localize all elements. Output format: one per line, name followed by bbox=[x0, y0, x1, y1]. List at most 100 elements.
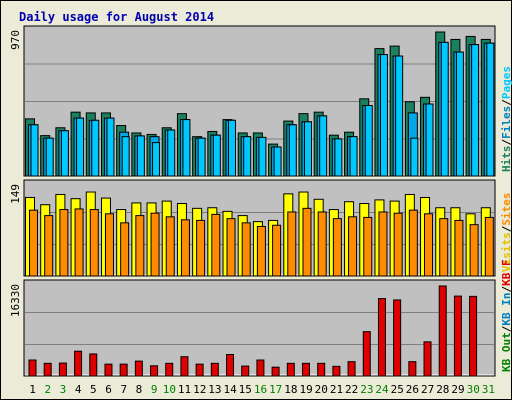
bar-kb bbox=[286, 362, 295, 377]
bar-sites bbox=[120, 222, 130, 277]
bar-pages bbox=[364, 104, 373, 177]
bar-pages bbox=[425, 103, 434, 177]
bar-sites bbox=[241, 222, 251, 277]
legend-entry: KB Out bbox=[500, 332, 512, 372]
bar-kb bbox=[28, 359, 37, 377]
bar-kb bbox=[150, 365, 159, 377]
bar-kb bbox=[453, 295, 462, 377]
bar-kb bbox=[104, 363, 113, 377]
bar-sites bbox=[211, 213, 221, 277]
x-tick-label: 25 bbox=[391, 383, 404, 396]
bar-sites bbox=[165, 216, 175, 277]
x-tick-label: 10 bbox=[163, 383, 176, 396]
bar-pages bbox=[106, 117, 115, 177]
x-tick-label: 19 bbox=[299, 383, 312, 396]
x-tick-label: 15 bbox=[239, 383, 252, 396]
x-tick-label: 27 bbox=[421, 383, 434, 396]
bar-pages bbox=[121, 136, 130, 177]
bar-kb bbox=[180, 356, 189, 377]
x-tick-label: 23 bbox=[360, 383, 373, 396]
bar-kb bbox=[438, 285, 447, 377]
x-tick-label: 13 bbox=[208, 383, 221, 396]
bar-sites bbox=[287, 211, 297, 277]
x-tick-label: 31 bbox=[482, 383, 495, 396]
bar-kb bbox=[241, 365, 250, 377]
x-tick-label: 2 bbox=[44, 383, 51, 396]
bar-pages bbox=[243, 136, 252, 177]
bar-kb bbox=[301, 362, 310, 377]
x-tick-label: 12 bbox=[193, 383, 206, 396]
bar-pages bbox=[91, 119, 100, 177]
bar-sites bbox=[439, 218, 449, 277]
bar-pages bbox=[228, 119, 237, 177]
bar-kb bbox=[408, 361, 417, 377]
x-tick-label: 11 bbox=[178, 383, 191, 396]
bar-pages bbox=[379, 54, 388, 177]
x-tick-label: 16 bbox=[254, 383, 267, 396]
bar-sites bbox=[135, 215, 145, 277]
bar-pages bbox=[395, 55, 404, 177]
bar-pages bbox=[288, 124, 297, 177]
bar-kb bbox=[226, 354, 235, 377]
bar-pages bbox=[167, 129, 176, 177]
bar-pages bbox=[455, 51, 464, 177]
x-tick-label: 8 bbox=[136, 383, 143, 396]
bar-kb bbox=[393, 299, 402, 377]
x-tick-label: 4 bbox=[75, 383, 82, 396]
y-max-label: 16330 bbox=[9, 284, 22, 317]
bar-kb bbox=[119, 363, 128, 377]
bar-kb bbox=[165, 362, 174, 377]
bar-sites bbox=[408, 209, 418, 277]
bar-sites bbox=[302, 207, 312, 277]
bar-sites bbox=[29, 209, 38, 277]
bar-pages bbox=[303, 121, 312, 177]
bar-pages bbox=[197, 137, 206, 177]
x-tick-label: 18 bbox=[284, 383, 297, 396]
bar-kb bbox=[347, 361, 356, 377]
legend-entry: KB In bbox=[500, 293, 512, 326]
x-tick-label: 5 bbox=[90, 383, 97, 396]
x-tick-label: 22 bbox=[345, 383, 358, 396]
bar-sites bbox=[104, 213, 114, 277]
x-tick-label: 21 bbox=[330, 383, 343, 396]
x-tick-label: 28 bbox=[436, 383, 449, 396]
bar-pages bbox=[76, 117, 85, 177]
legend-entry: Files bbox=[500, 106, 512, 139]
bar-kb bbox=[89, 353, 98, 377]
bar-pages bbox=[349, 136, 358, 177]
bar-pages bbox=[486, 42, 495, 177]
x-tick-label: 9 bbox=[151, 383, 158, 396]
legend-entry: / bbox=[500, 225, 512, 232]
legend-entry: Pages bbox=[500, 66, 512, 99]
bar-sites bbox=[272, 224, 282, 277]
bar-pages bbox=[60, 130, 69, 177]
bar-kb bbox=[317, 362, 326, 377]
x-tick-label: 14 bbox=[223, 383, 237, 396]
bar-kb bbox=[271, 366, 280, 377]
bar-kb bbox=[195, 363, 204, 377]
legend-entry: / bbox=[500, 286, 512, 293]
bar-sites bbox=[332, 218, 342, 277]
bar-pages bbox=[182, 119, 191, 177]
legend-entry: Hits bbox=[500, 146, 512, 173]
bar-sites bbox=[256, 225, 266, 277]
bar-kb bbox=[134, 360, 143, 377]
bar-sites bbox=[89, 209, 99, 277]
bar-sites bbox=[150, 212, 160, 277]
legend-hits-files-pages: Hits/Files/Pages bbox=[500, 66, 512, 172]
legend-entry: KB F bbox=[500, 259, 512, 286]
bar-sites bbox=[393, 212, 403, 277]
bar-kb bbox=[469, 295, 478, 377]
bar-sites bbox=[469, 224, 479, 277]
x-tick-label: 26 bbox=[406, 383, 419, 396]
bar-pages bbox=[410, 137, 419, 177]
y-max-label: 149 bbox=[9, 184, 22, 204]
bar-kb bbox=[74, 350, 83, 377]
legend-visits-sites: Visits/Sites bbox=[500, 193, 512, 273]
bar-sites bbox=[378, 211, 388, 277]
bar-kb bbox=[332, 365, 341, 377]
x-tick-label: 29 bbox=[451, 383, 464, 396]
x-tick-label: 7 bbox=[120, 383, 127, 396]
